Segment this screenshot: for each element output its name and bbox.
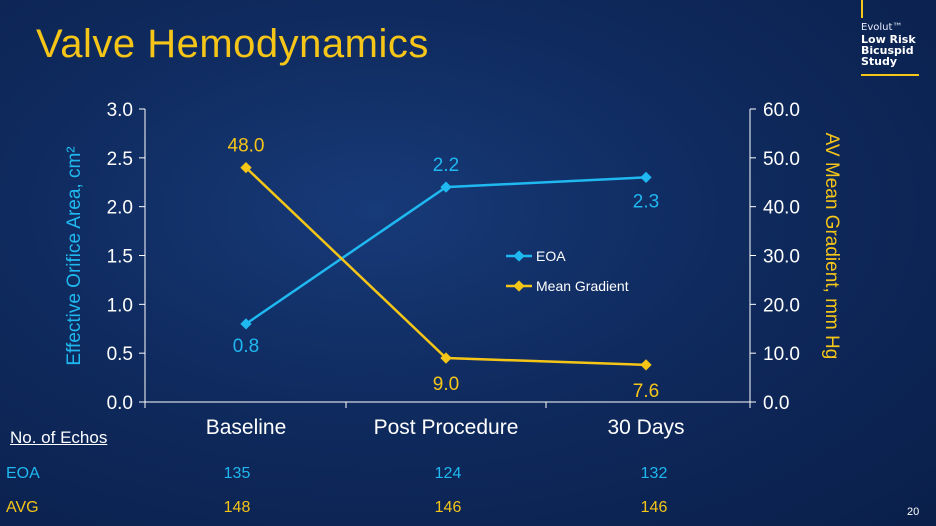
logo-subtitle: Low Risk Bicuspid Study xyxy=(861,34,916,67)
slide-title: Valve Hemodynamics xyxy=(36,22,429,66)
right-axis-tick-label: 0.0 xyxy=(763,393,789,414)
logo-line-1: Low Risk xyxy=(861,33,916,46)
evolut-logo: Evolut™ Low Risk Bicuspid Study xyxy=(859,0,929,84)
right-axis-tick-label: 40.0 xyxy=(763,198,800,219)
logo-bar-horizontal xyxy=(861,74,919,76)
echos-row-label-eoa: EOA xyxy=(6,465,40,482)
left-axis-tick-label: 1.0 xyxy=(107,295,133,316)
series-point xyxy=(440,181,452,193)
x-axis-category-label: Post Procedure xyxy=(374,416,519,439)
data-label: 7.6 xyxy=(633,381,659,402)
echos-avg-30days: 146 xyxy=(640,499,668,516)
right-axis-tick-label: 30.0 xyxy=(763,247,800,268)
left-axis-tick-label: 2.0 xyxy=(107,198,133,219)
logo-line-3: Study xyxy=(861,55,898,68)
left-axis-title: Effective Orifice Area, cm² xyxy=(64,146,85,365)
data-label: 2.3 xyxy=(633,191,659,212)
echos-avg-post: 146 xyxy=(434,499,462,516)
series-point xyxy=(240,318,252,330)
data-label: 48.0 xyxy=(228,136,265,157)
logo-bar-vertical xyxy=(861,0,863,18)
x-axis-category-label: Baseline xyxy=(206,416,287,439)
legend-swatch-marker xyxy=(513,280,525,292)
legend-swatch-marker xyxy=(513,250,525,262)
right-axis-tick-label: 60.0 xyxy=(763,100,800,121)
series-point xyxy=(440,352,452,364)
right-axis-tick-label: 50.0 xyxy=(763,149,800,170)
echos-eoa-30days: 132 xyxy=(640,465,668,482)
x-axis-category-label: 30 Days xyxy=(607,416,684,439)
echos-eoa-post: 124 xyxy=(434,465,462,482)
data-label: 9.0 xyxy=(433,374,459,395)
logo-brand: Evolut™ xyxy=(861,22,903,33)
series-point xyxy=(240,161,252,174)
slide-number: 20 xyxy=(907,506,920,518)
echos-row-label-avg: AVG xyxy=(6,499,39,516)
left-axis-tick-label: 0.0 xyxy=(107,393,133,414)
series-point xyxy=(640,171,652,184)
left-axis-tick-label: 0.5 xyxy=(107,344,133,365)
data-label: 2.2 xyxy=(433,155,459,176)
right-axis-tick-label: 20.0 xyxy=(763,295,800,316)
echos-eoa-baseline: 135 xyxy=(223,465,251,482)
right-axis-tick-label: 10.0 xyxy=(763,344,800,365)
left-axis-tick-label: 2.5 xyxy=(107,149,133,170)
echos-title: No. of Echos xyxy=(10,428,108,447)
series-point xyxy=(640,359,652,371)
echos-avg-baseline: 148 xyxy=(223,499,251,516)
series-line-mean-gradient xyxy=(245,166,647,367)
left-axis-tick-label: 3.0 xyxy=(107,100,133,121)
left-axis-tick-label: 1.5 xyxy=(107,247,133,268)
logo-line-2: Bicuspid xyxy=(861,44,914,57)
series-line-eoa xyxy=(245,176,647,325)
legend-entry: Mean Gradient xyxy=(536,278,629,294)
legend-entry: EOA xyxy=(536,248,566,264)
data-label: 0.8 xyxy=(233,336,259,357)
right-axis-title: AV Mean Gradient, mm Hg xyxy=(821,133,842,360)
